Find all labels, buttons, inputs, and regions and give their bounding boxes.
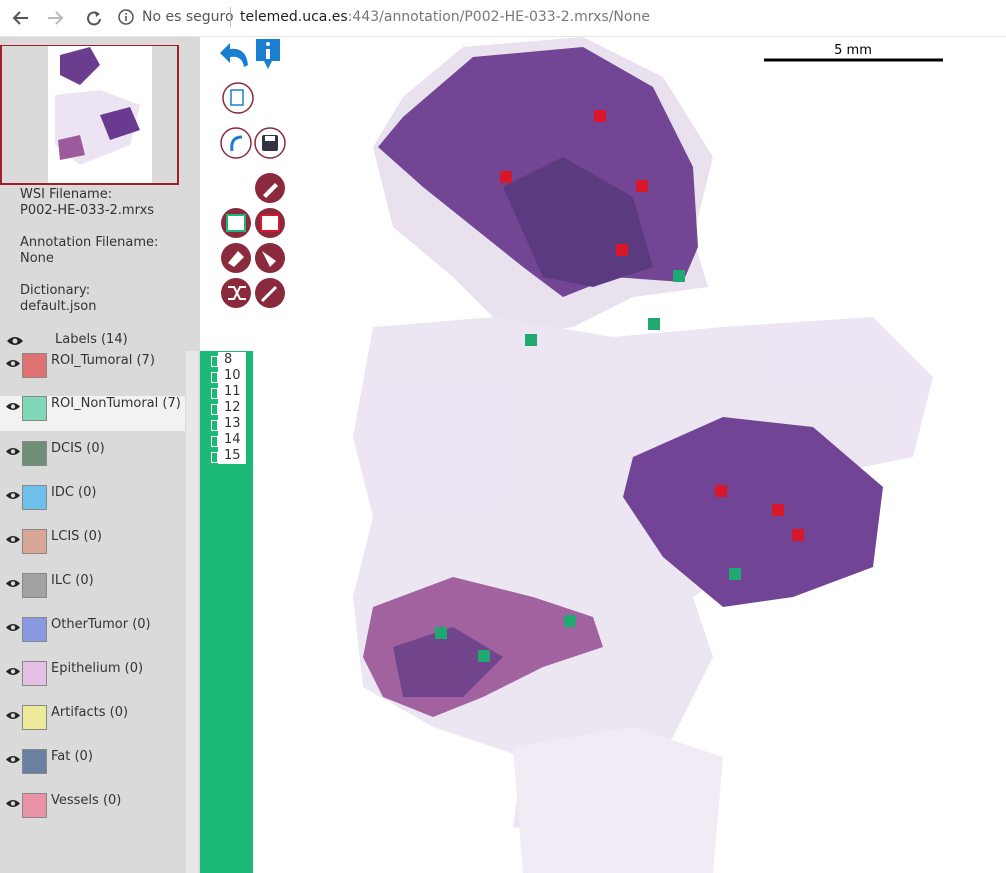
label-name: OtherTumor (0) bbox=[51, 617, 151, 632]
label-name: DCIS (0) bbox=[51, 441, 105, 456]
annotation-id-row[interactable]: 10 bbox=[211, 368, 246, 384]
label-row[interactable]: IDC (0) bbox=[0, 485, 185, 529]
eye-toggle[interactable] bbox=[5, 490, 21, 505]
info-value: None bbox=[20, 251, 54, 266]
info-label: Dictionary: bbox=[20, 283, 91, 298]
label-row[interactable]: ROI_NonTumoral (7) bbox=[0, 396, 185, 431]
eye-toggle[interactable] bbox=[5, 578, 21, 593]
label-swatch bbox=[22, 749, 47, 774]
checkbox-glyph bbox=[211, 420, 218, 431]
toolbar-icons[interactable] bbox=[200, 37, 300, 351]
info-icon[interactable] bbox=[118, 9, 134, 25]
label-swatch bbox=[22, 396, 47, 421]
annotation-id-row[interactable]: 15 bbox=[211, 448, 246, 464]
label-swatch bbox=[22, 661, 47, 686]
nav-buttons[interactable] bbox=[10, 8, 110, 28]
label-name: ILC (0) bbox=[51, 573, 94, 588]
eye-toggle[interactable] bbox=[5, 446, 21, 461]
label-row[interactable]: Epithelium (0) bbox=[0, 661, 185, 705]
label-swatch bbox=[22, 441, 47, 466]
label-row[interactable]: Vessels (0) bbox=[0, 793, 185, 837]
annotation-id: 15 bbox=[224, 448, 241, 463]
eye-toggle[interactable] bbox=[5, 754, 21, 769]
info-label: Annotation Filename: bbox=[20, 235, 159, 250]
annotation-id: 10 bbox=[224, 368, 241, 383]
eye-toggle[interactable] bbox=[5, 666, 21, 681]
label-swatch bbox=[22, 705, 47, 730]
url-path: :443/annotation/P002-HE-033-2.mrxs/None bbox=[347, 9, 650, 25]
url[interactable]: telemed.uca.es:443/annotation/P002-HE-03… bbox=[240, 9, 650, 25]
url-host: telemed.uca.es bbox=[240, 9, 348, 25]
annotation-id: 11 bbox=[224, 384, 241, 399]
info-label: WSI Filename: bbox=[20, 187, 113, 202]
eye-toggle[interactable] bbox=[5, 710, 21, 725]
eye-toggle[interactable] bbox=[5, 798, 21, 813]
info-value: default.json bbox=[20, 299, 97, 314]
eye-icon[interactable] bbox=[6, 335, 24, 347]
annotation-id-row[interactable]: 8 bbox=[211, 352, 246, 368]
security-text: No es seguro bbox=[142, 9, 234, 25]
checkbox-glyph bbox=[211, 356, 218, 367]
checkbox-glyph bbox=[211, 388, 218, 399]
annotation-id: 8 bbox=[224, 352, 233, 367]
checkbox-glyph bbox=[211, 436, 218, 447]
eye-toggle[interactable] bbox=[5, 622, 21, 637]
checkbox-glyph bbox=[211, 372, 218, 383]
label-name: Fat (0) bbox=[51, 749, 93, 764]
divider bbox=[230, 7, 231, 27]
scrollbar[interactable] bbox=[186, 351, 198, 873]
eye-toggle[interactable] bbox=[5, 401, 21, 416]
label-name: Vessels (0) bbox=[51, 793, 122, 808]
label-list: ROI_Tumoral (7) ROI_NonTumoral (7) DCIS (0… bbox=[0, 351, 200, 873]
annotation-id-row[interactable]: 14 bbox=[211, 432, 246, 448]
annotation-id-row[interactable]: 13 bbox=[211, 416, 246, 432]
label-row[interactable]: LCIS (0) bbox=[0, 529, 185, 573]
label-swatch bbox=[22, 529, 47, 554]
scale-label: 5 mm bbox=[834, 43, 872, 58]
annotation-id-list: 8 10 11 12 13 14 15 bbox=[211, 352, 246, 464]
annotation-id: 12 bbox=[224, 400, 241, 415]
info-value: P002-HE-033-2.mrxs bbox=[20, 203, 155, 218]
eye-toggle[interactable] bbox=[5, 534, 21, 549]
label-name: Epithelium (0) bbox=[51, 661, 144, 676]
label-swatch bbox=[22, 793, 47, 818]
sidebar: WSI Filename: P002-HE-033-2.mrxs Annotatio… bbox=[0, 37, 200, 873]
label-name: ROI_NonTumoral (7) bbox=[51, 396, 181, 411]
label-row[interactable]: DCIS (0) bbox=[0, 441, 185, 485]
thumbnail[interactable] bbox=[0, 45, 180, 185]
slide-viewer[interactable]: 5 mm bbox=[253, 37, 1006, 873]
checkbox-glyph bbox=[211, 452, 218, 463]
toolbar bbox=[200, 37, 300, 351]
eye-toggle[interactable] bbox=[5, 358, 21, 373]
label-swatch bbox=[22, 573, 47, 598]
label-name: Artifacts (0) bbox=[51, 705, 129, 720]
label-swatch bbox=[22, 617, 47, 642]
label-swatch bbox=[22, 485, 47, 510]
annotation-id: 13 bbox=[224, 416, 241, 431]
browser-bar: No es seguro telemed.uca.es:443/annotati… bbox=[0, 0, 1006, 37]
label-swatch bbox=[22, 353, 47, 378]
labels-header: Labels (14) bbox=[55, 332, 128, 347]
label-row[interactable]: Artifacts (0) bbox=[0, 705, 185, 749]
label-name: ROI_Tumoral (7) bbox=[51, 353, 155, 368]
annotation-id: 14 bbox=[224, 432, 241, 447]
label-row[interactable]: ILC (0) bbox=[0, 573, 185, 617]
annotation-markers bbox=[435, 110, 804, 662]
label-name: IDC (0) bbox=[51, 485, 97, 500]
checkbox-glyph bbox=[211, 404, 218, 415]
label-name: LCIS (0) bbox=[51, 529, 102, 544]
annotation-id-row[interactable]: 12 bbox=[211, 400, 246, 416]
label-row[interactable]: Fat (0) bbox=[0, 749, 185, 793]
label-row[interactable]: ROI_Tumoral (7) bbox=[0, 353, 185, 397]
annotation-id-row[interactable]: 11 bbox=[211, 384, 246, 400]
label-row[interactable]: OtherTumor (0) bbox=[0, 617, 185, 661]
